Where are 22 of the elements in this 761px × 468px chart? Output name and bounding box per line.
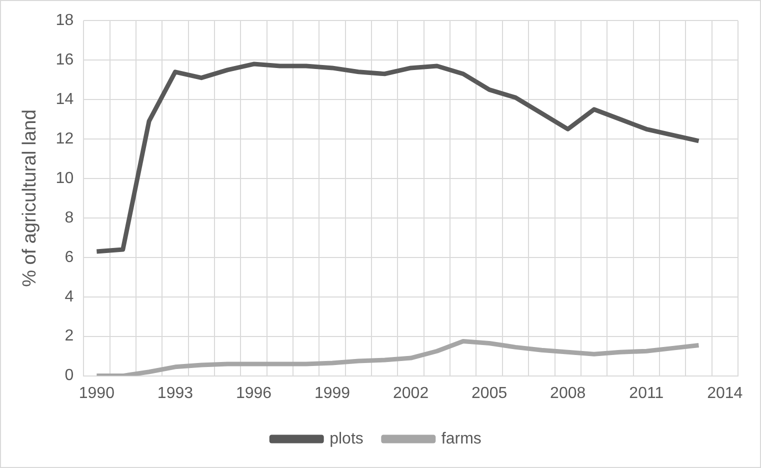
y-tick-label: 4 [64,288,74,306]
y-tick-label: 14 [56,90,74,108]
x-tick-label: 1999 [314,384,350,402]
x-tick-label: 2011 [629,384,664,402]
x-tick-label: 1990 [78,384,115,402]
legend-label: farms [441,430,482,448]
y-tick-label: 0 [64,367,74,384]
legend-label: plots [330,430,364,448]
y-tick-label: 6 [64,248,74,266]
y-tick-label: 8 [64,209,74,226]
y-tick-label: 18 [56,12,74,30]
x-tick-label: 2002 [393,384,429,402]
y-tick-label: 2 [64,328,74,345]
y-axis-title: % of agricultural land [20,109,41,287]
y-tick-label: 16 [56,51,74,68]
x-tick-label: 2008 [550,384,586,402]
y-tick-label: 10 [56,170,74,187]
x-tick-label: 1993 [157,384,194,402]
x-tick-label: 1996 [236,384,272,402]
x-tick-label: 2014 [707,384,743,402]
y-tick-label: 12 [56,130,74,148]
x-tick-label: 2005 [472,384,508,402]
